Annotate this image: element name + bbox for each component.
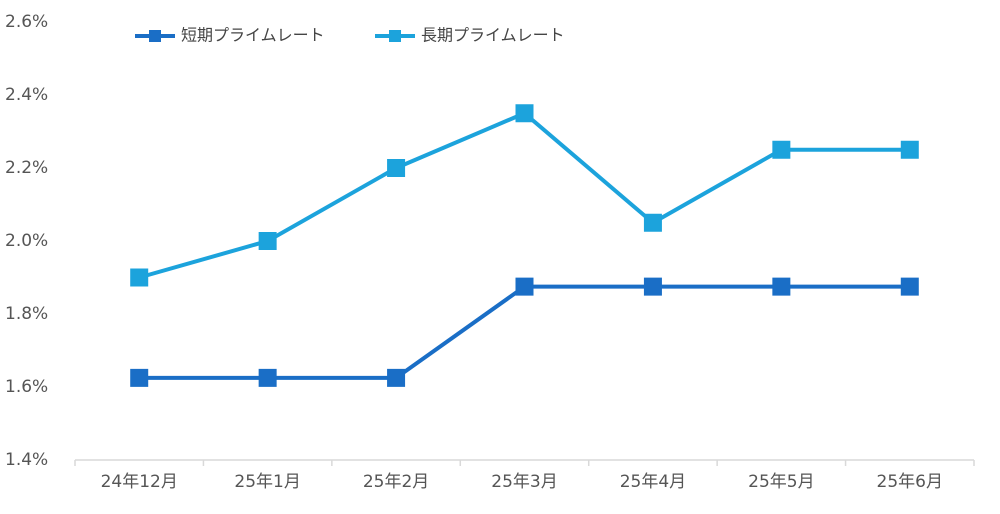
point-marker xyxy=(387,159,406,177)
point-marker xyxy=(643,213,662,232)
point-marker xyxy=(258,232,277,250)
series-line xyxy=(139,284,910,380)
y-tick-label: 2.6% xyxy=(5,12,48,32)
point-marker xyxy=(130,368,149,387)
point-marker xyxy=(900,277,919,296)
series-line xyxy=(138,111,910,280)
point-marker xyxy=(772,140,791,159)
y-tick-label: 1.8% xyxy=(5,304,48,324)
y-tick-label: 2.0% xyxy=(5,231,48,251)
x-tick-label: 25年4月 xyxy=(620,472,686,492)
y-tick-label: 1.4% xyxy=(5,450,48,470)
legend-label: 短期プライムレート xyxy=(181,26,325,45)
x-tick-label: 25年3月 xyxy=(491,472,557,492)
legend-label: 長期プライムレート xyxy=(421,26,565,45)
x-tick-label: 24年12月 xyxy=(101,472,178,492)
x-tick-label: 25年6月 xyxy=(877,472,943,492)
x-tick-label: 25年2月 xyxy=(363,472,429,492)
point-marker xyxy=(772,277,791,296)
point-marker xyxy=(387,368,406,387)
legend-marker xyxy=(389,30,401,42)
legend-marker xyxy=(149,30,161,42)
y-tick-label: 1.6% xyxy=(5,377,48,397)
point-marker xyxy=(643,277,662,296)
y-tick-label: 2.2% xyxy=(5,158,48,178)
x-tick-label: 25年1月 xyxy=(234,472,300,492)
point-marker xyxy=(900,140,919,159)
point-marker xyxy=(258,368,277,387)
point-marker xyxy=(130,268,149,287)
point-marker xyxy=(515,277,534,296)
x-tick-label: 25年5月 xyxy=(748,472,814,492)
point-marker xyxy=(515,104,534,123)
y-tick-label: 2.4% xyxy=(5,85,48,105)
